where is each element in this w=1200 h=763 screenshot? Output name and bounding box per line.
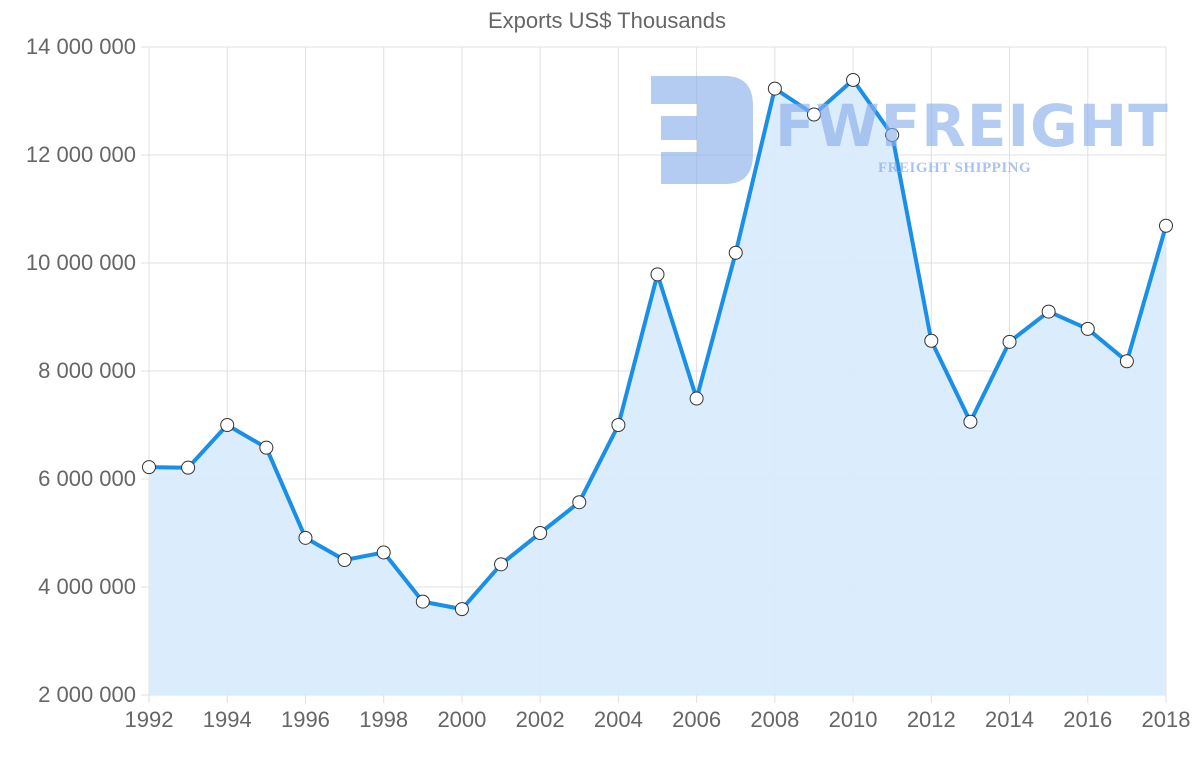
x-tick-label: 2002 (515, 707, 565, 732)
data-point-2007[interactable] (728, 245, 743, 260)
y-tick-label: 10 000 000 (25, 250, 136, 275)
data-point-2004[interactable] (611, 418, 626, 432)
x-tick-label: 1996 (280, 707, 330, 732)
data-point-2008[interactable] (767, 81, 782, 96)
y-tick-label: 12 000 000 (25, 142, 136, 167)
data-point-1997[interactable] (337, 553, 352, 567)
x-tick-label: 2008 (750, 707, 800, 732)
x-tick-label: 2018 (1141, 707, 1191, 732)
x-tick-label: 2006 (672, 707, 722, 732)
x-tick-label: 2014 (985, 707, 1035, 732)
data-point-2015[interactable] (1041, 304, 1056, 319)
data-point-2006[interactable] (689, 391, 704, 406)
x-tick-label: 2016 (1063, 707, 1113, 732)
data-point-1998[interactable] (376, 545, 391, 560)
data-point-2016[interactable] (1080, 321, 1095, 336)
x-tick-label: 1994 (202, 707, 252, 732)
y-tick-label: 4 000 000 (38, 574, 136, 599)
x-tick-label: 1992 (124, 707, 174, 732)
data-point-2017[interactable] (1119, 354, 1134, 369)
data-point-2000[interactable] (454, 602, 469, 617)
data-point-1992[interactable] (142, 460, 156, 475)
data-point-1994[interactable] (220, 418, 235, 432)
x-tick-label: 2012 (906, 707, 956, 732)
x-tick-label: 1998 (359, 707, 409, 732)
y-tick-label: 8 000 000 (38, 358, 136, 383)
data-point-1996[interactable] (298, 530, 313, 545)
data-point-2002[interactable] (533, 526, 548, 540)
data-point-1999[interactable] (415, 594, 430, 609)
data-points (142, 72, 1173, 617)
data-point-2003[interactable] (572, 495, 587, 510)
area-fill (149, 79, 1166, 695)
data-point-2010[interactable] (846, 72, 861, 87)
data-point-1993[interactable] (181, 460, 196, 475)
data-point-2014[interactable] (1002, 334, 1017, 349)
data-point-2001[interactable] (494, 557, 509, 572)
data-point-1995[interactable] (259, 440, 274, 455)
data-point-2018[interactable] (1159, 218, 1173, 233)
x-tick-label: 2000 (437, 707, 487, 732)
chart-title: Exports US$ Thousands (487, 8, 727, 33)
data-point-2013[interactable] (963, 414, 978, 429)
data-point-2011[interactable] (885, 128, 900, 143)
x-tick-label: 2004 (593, 707, 643, 732)
data-point-2005[interactable] (650, 267, 665, 282)
data-point-2009[interactable] (806, 107, 821, 122)
data-point-2012[interactable] (924, 333, 939, 348)
y-tick-label: 14 000 000 (25, 34, 136, 59)
y-tick-label: 6 000 000 (38, 466, 136, 491)
y-tick-label: 2 000 000 (38, 682, 136, 707)
x-tick-label: 2010 (828, 707, 878, 732)
